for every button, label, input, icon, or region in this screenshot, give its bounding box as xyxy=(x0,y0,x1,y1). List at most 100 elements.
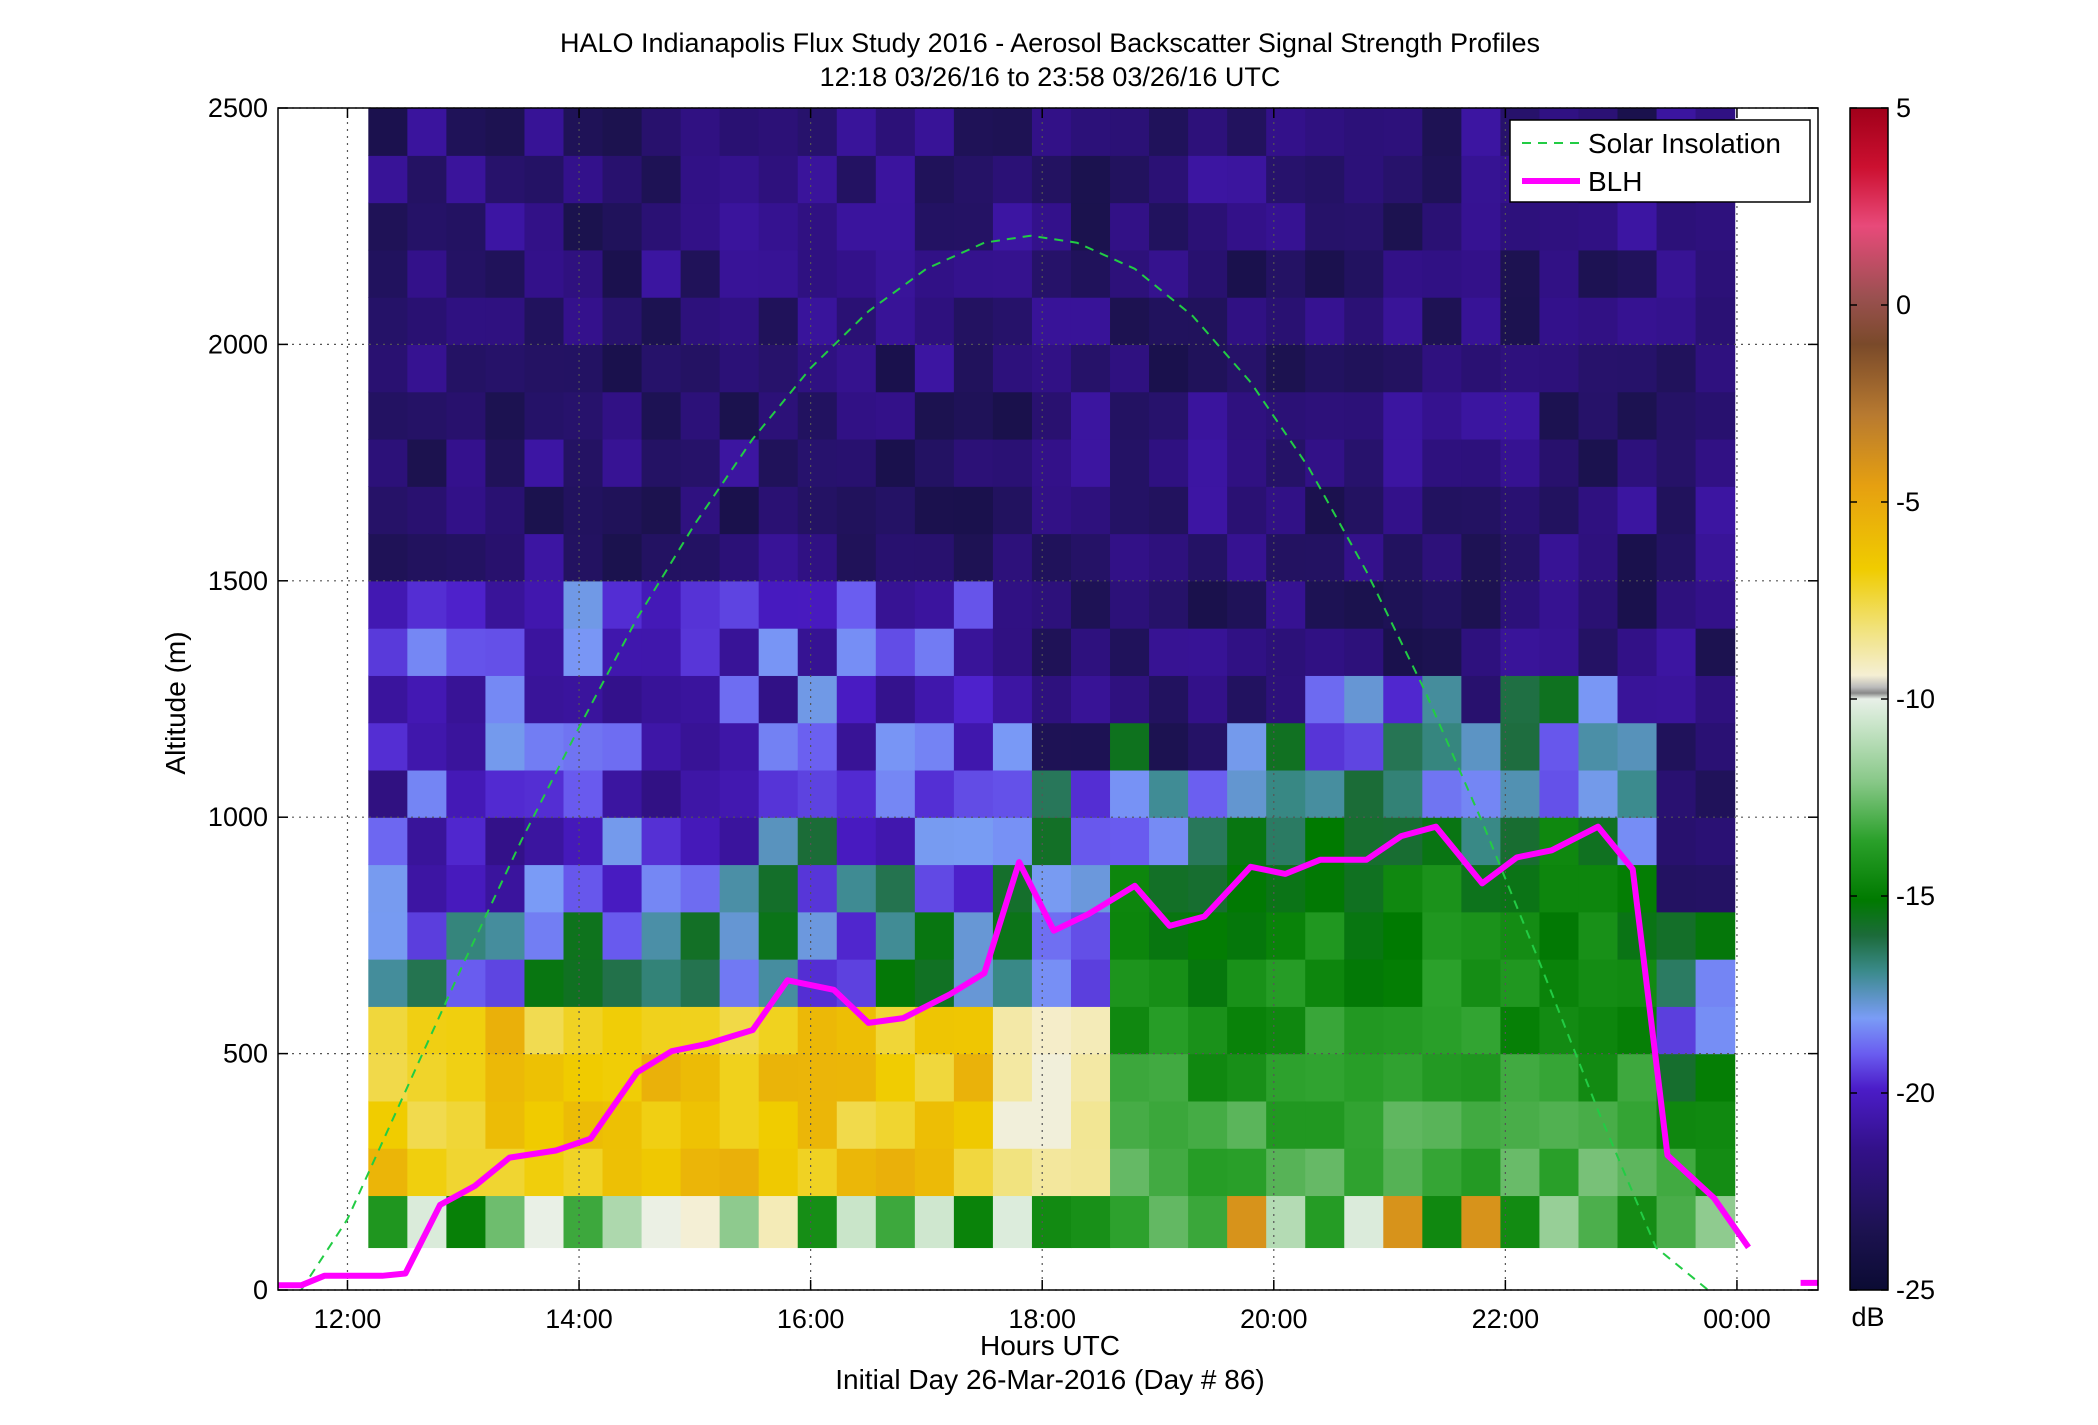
heatmap-cell xyxy=(1383,864,1423,913)
heatmap-cell xyxy=(1500,1053,1541,1102)
heatmap-cell xyxy=(875,1148,916,1197)
heatmap-cell xyxy=(953,486,994,535)
heatmap-cell xyxy=(1031,533,1072,582)
heatmap-cell xyxy=(1344,675,1384,724)
heatmap-cell xyxy=(1422,1053,1462,1102)
heatmap-cell xyxy=(953,155,994,204)
heatmap-cell xyxy=(602,769,643,818)
heatmap-cell xyxy=(1227,675,1267,724)
heatmap-cell xyxy=(836,1100,877,1149)
heatmap-cell xyxy=(719,769,760,818)
heatmap-cell xyxy=(719,155,760,204)
heatmap-cell xyxy=(914,438,955,487)
heatmap-cell xyxy=(1031,628,1072,676)
heatmap-cell xyxy=(446,864,487,913)
heatmap-cell xyxy=(524,864,565,913)
heatmap-cell xyxy=(992,628,1033,676)
heatmap-cell xyxy=(1070,486,1111,535)
heatmap-cell xyxy=(1070,1053,1111,1102)
heatmap-cell xyxy=(1110,911,1150,960)
heatmap-cell xyxy=(1149,438,1189,487)
heatmap-cell xyxy=(1617,1053,1658,1102)
heatmap-cell xyxy=(1422,297,1462,345)
heatmap-cell xyxy=(1383,486,1423,535)
heatmap-cell xyxy=(875,722,916,771)
heatmap-cell xyxy=(1422,911,1462,960)
heatmap-cell xyxy=(407,391,447,440)
heatmap-cell xyxy=(485,580,526,629)
heatmap-cell xyxy=(953,533,994,582)
heatmap-cell xyxy=(524,628,565,676)
heatmap-cell xyxy=(485,155,526,204)
heatmap-cell xyxy=(1149,580,1189,629)
heatmap-cell xyxy=(1539,864,1580,913)
heatmap-cell xyxy=(1110,675,1150,724)
heatmap-cell xyxy=(1617,1100,1658,1149)
chart-subtitle: 12:18 03/26/16 to 23:58 03/26/16 UTC xyxy=(820,62,1281,92)
heatmap-cell xyxy=(1266,1053,1306,1102)
heatmap-cell xyxy=(1344,864,1384,913)
heatmap-cell xyxy=(368,1006,408,1055)
heatmap-cell xyxy=(1344,1148,1384,1197)
heatmap-cell xyxy=(1110,959,1150,1007)
heatmap-cell xyxy=(1422,864,1462,913)
heatmap-cell xyxy=(446,722,487,771)
heatmap-cell xyxy=(1500,533,1541,582)
y-tick-label: 0 xyxy=(253,1275,268,1305)
heatmap-cell xyxy=(446,108,487,156)
heatmap-cell xyxy=(758,628,799,676)
heatmap-cell xyxy=(563,108,604,156)
heatmap-cell xyxy=(1383,769,1423,818)
heatmap-cell xyxy=(641,959,682,1007)
heatmap-cell xyxy=(524,1100,565,1149)
heatmap-cell xyxy=(1578,911,1619,960)
heatmap-cell xyxy=(485,911,526,960)
heatmap-cell xyxy=(524,486,565,535)
heatmap-cell xyxy=(563,1006,604,1055)
heatmap-cell xyxy=(1110,628,1150,676)
heatmap-cell xyxy=(1500,1006,1541,1055)
heatmap-cell xyxy=(758,864,799,913)
heatmap-cell xyxy=(641,580,682,629)
heatmap-cell xyxy=(641,297,682,345)
heatmap-cell xyxy=(797,628,838,676)
heatmap-cell xyxy=(1227,155,1267,204)
heatmap-cell xyxy=(680,533,721,582)
heatmap-cell xyxy=(1383,1006,1423,1055)
heatmap-cell xyxy=(1070,297,1111,345)
heatmap-cell xyxy=(797,202,838,251)
heatmap-cell xyxy=(524,297,565,345)
heatmap-cell xyxy=(1656,769,1697,818)
heatmap-cell xyxy=(1344,344,1384,393)
heatmap-cell xyxy=(1578,202,1619,251)
heatmap-cell xyxy=(1695,486,1736,535)
heatmap-cell xyxy=(1070,675,1111,724)
heatmap-cell xyxy=(1461,580,1502,629)
heatmap-cell xyxy=(797,533,838,582)
heatmap-cell xyxy=(1422,533,1462,582)
heatmap-cell xyxy=(1695,628,1736,676)
heatmap-cell xyxy=(1344,486,1384,535)
heatmap-cell xyxy=(1500,769,1541,818)
heatmap-cell xyxy=(914,580,955,629)
heatmap-cell xyxy=(1305,959,1345,1007)
heatmap-cell xyxy=(1422,769,1462,818)
heatmap-cell xyxy=(641,817,682,866)
heatmap-cell xyxy=(1695,1053,1736,1102)
heatmap-cell xyxy=(1461,533,1502,582)
heatmap-cell xyxy=(680,722,721,771)
heatmap-cell xyxy=(953,202,994,251)
x-tick-label: 22:00 xyxy=(1472,1304,1540,1334)
heatmap-cell xyxy=(1461,817,1502,866)
heatmap-cell xyxy=(914,675,955,724)
heatmap-cell xyxy=(1539,1100,1580,1149)
heatmap-cell xyxy=(563,959,604,1007)
heatmap-cell xyxy=(1656,959,1697,1007)
heatmap-cell xyxy=(485,769,526,818)
heatmap-cell xyxy=(914,911,955,960)
heatmap-cell xyxy=(1656,675,1697,724)
heatmap-cell xyxy=(875,580,916,629)
heatmap-cell xyxy=(602,202,643,251)
solar-insolation-line xyxy=(300,234,1710,1290)
heatmap-cell xyxy=(1461,1195,1502,1249)
